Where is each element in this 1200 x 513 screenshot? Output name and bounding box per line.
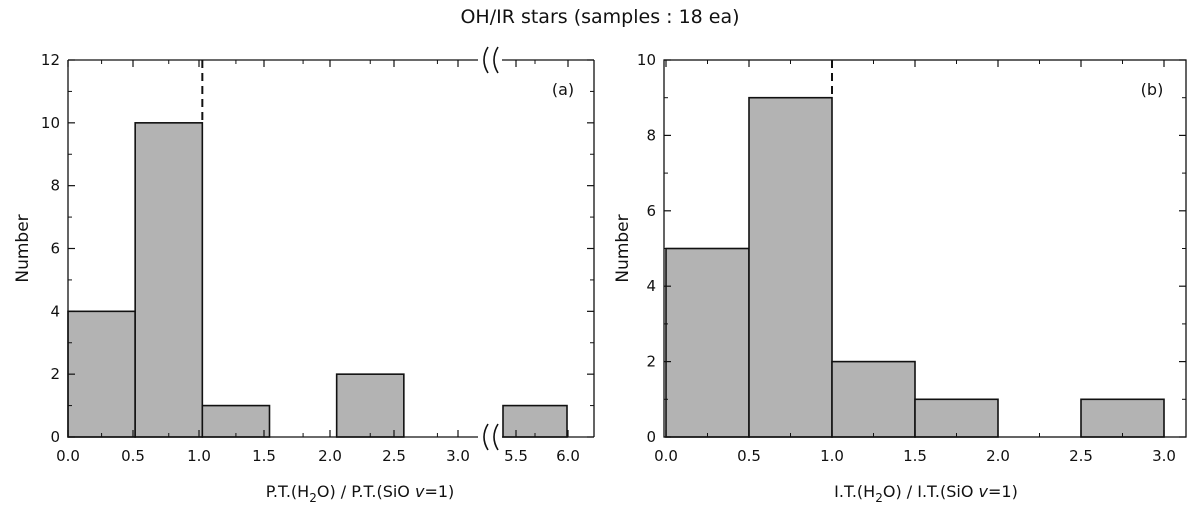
x-axis-label-part: 2 bbox=[875, 491, 883, 505]
x-axis-label-part: O) / P.T.(SiO bbox=[317, 482, 415, 501]
y-tick-label: 0 bbox=[50, 428, 60, 446]
axis-break-mark bbox=[493, 423, 499, 451]
x-tick-label: 0.5 bbox=[121, 447, 145, 465]
x-tick-label: 2.5 bbox=[382, 447, 406, 465]
histogram-bar bbox=[67, 310, 136, 438]
x-axis-label-part: =1) bbox=[424, 482, 454, 501]
panel-label: (b) bbox=[1141, 80, 1164, 99]
x-axis-label-part: v bbox=[415, 482, 425, 501]
y-tick-label: 10 bbox=[637, 51, 656, 69]
x-tick-label: 3.0 bbox=[1152, 447, 1176, 465]
figure-title: OH/IR stars (samples : 18 ea) bbox=[460, 6, 740, 28]
histogram-bar bbox=[665, 247, 750, 438]
x-tick-label: 0.0 bbox=[654, 447, 678, 465]
axis-break-mark bbox=[493, 46, 499, 74]
x-axis-label: P.T.(H2O) / P.T.(SiO v=1) bbox=[266, 482, 455, 505]
x-axis-label-part: 2 bbox=[309, 491, 317, 505]
x-axis-label-part: O) / I.T.(SiO bbox=[883, 482, 979, 501]
histogram-bar bbox=[201, 404, 271, 438]
x-tick-label: 0.0 bbox=[56, 447, 80, 465]
x-axis-label-part: P.T.(H bbox=[266, 482, 309, 501]
histogram-bar bbox=[748, 96, 833, 438]
axis-break-mark bbox=[483, 46, 489, 74]
histogram-bar bbox=[502, 404, 568, 438]
chart-panel-b: 0 2 4 6 8 10 0.0 0.5 1.0 1.5 2.0 2.5 3.0 (b) Number I.T… bbox=[613, 51, 1187, 505]
histogram-bar bbox=[1080, 398, 1165, 438]
y-tick-label: 2 bbox=[50, 365, 60, 383]
y-tick-label: 8 bbox=[50, 177, 60, 195]
x-tick-label: 1.5 bbox=[252, 447, 276, 465]
x-tick-label: 1.0 bbox=[187, 447, 211, 465]
x-tick-label: 1.5 bbox=[903, 447, 927, 465]
x-tick-label: 5.5 bbox=[504, 447, 528, 465]
histogram-bar bbox=[134, 122, 204, 438]
y-axis-label: Number bbox=[613, 214, 633, 282]
x-axis-label: I.T.(H2O) / I.T.(SiO v=1) bbox=[834, 482, 1018, 505]
x-axis-label-part: I.T.(H bbox=[834, 482, 875, 501]
x-tick-label: 3.0 bbox=[446, 447, 470, 465]
y-tick-label: 4 bbox=[50, 302, 60, 320]
chart-panel-a: 0 2 4 6 8 10 12 0.0 0.5 1.0 1.5 2.0 2.5 3.0 5.5 6.0 (a) N… bbox=[13, 46, 595, 505]
x-axis-label-part: v bbox=[979, 482, 989, 501]
histogram-bar bbox=[335, 373, 405, 438]
y-tick-label: 0 bbox=[646, 428, 656, 446]
y-tick-label: 8 bbox=[646, 126, 656, 144]
y-tick-label: 12 bbox=[41, 51, 60, 69]
x-tick-label: 6.0 bbox=[556, 447, 580, 465]
panel-label: (a) bbox=[552, 80, 574, 99]
x-tick-label: 2.0 bbox=[318, 447, 342, 465]
y-tick-label: 4 bbox=[646, 277, 656, 295]
histogram-bar bbox=[831, 360, 916, 438]
histogram-bar bbox=[914, 398, 999, 438]
y-axis-label: Number bbox=[13, 214, 33, 282]
axis-break-mark bbox=[483, 423, 489, 451]
x-tick-label: 2.0 bbox=[986, 447, 1010, 465]
x-tick-label: 1.0 bbox=[820, 447, 844, 465]
y-tick-label: 10 bbox=[41, 114, 60, 132]
x-axis-label-part: =1) bbox=[988, 482, 1018, 501]
y-tick-label: 2 bbox=[646, 353, 656, 371]
y-tick-label: 6 bbox=[50, 240, 60, 258]
y-tick-label: 6 bbox=[646, 202, 656, 220]
x-tick-label: 0.5 bbox=[737, 447, 761, 465]
x-tick-label: 2.5 bbox=[1069, 447, 1093, 465]
